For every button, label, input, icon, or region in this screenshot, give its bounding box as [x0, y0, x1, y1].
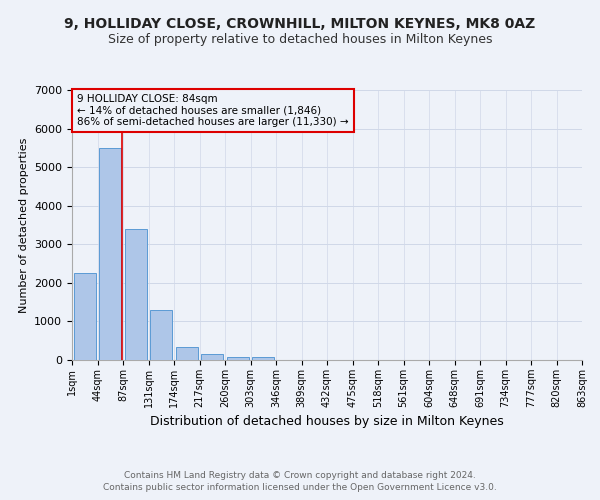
Bar [100, 148, 121, 360]
Text: Size of property relative to detached houses in Milton Keynes: Size of property relative to detached ho… [108, 32, 492, 46]
Text: Contains HM Land Registry data © Crown copyright and database right 2024.
Contai: Contains HM Land Registry data © Crown c… [103, 471, 497, 492]
Bar [125, 229, 146, 360]
Y-axis label: Number of detached properties: Number of detached properties [19, 138, 29, 312]
Bar [227, 358, 248, 360]
Bar [74, 273, 95, 360]
Bar [176, 346, 197, 360]
Bar [151, 310, 172, 360]
Bar [253, 358, 274, 360]
Text: 9 HOLLIDAY CLOSE: 84sqm
← 14% of detached houses are smaller (1,846)
86% of semi: 9 HOLLIDAY CLOSE: 84sqm ← 14% of detache… [77, 94, 349, 127]
Bar [202, 354, 223, 360]
X-axis label: Distribution of detached houses by size in Milton Keynes: Distribution of detached houses by size … [150, 416, 504, 428]
Text: 9, HOLLIDAY CLOSE, CROWNHILL, MILTON KEYNES, MK8 0AZ: 9, HOLLIDAY CLOSE, CROWNHILL, MILTON KEY… [64, 18, 536, 32]
